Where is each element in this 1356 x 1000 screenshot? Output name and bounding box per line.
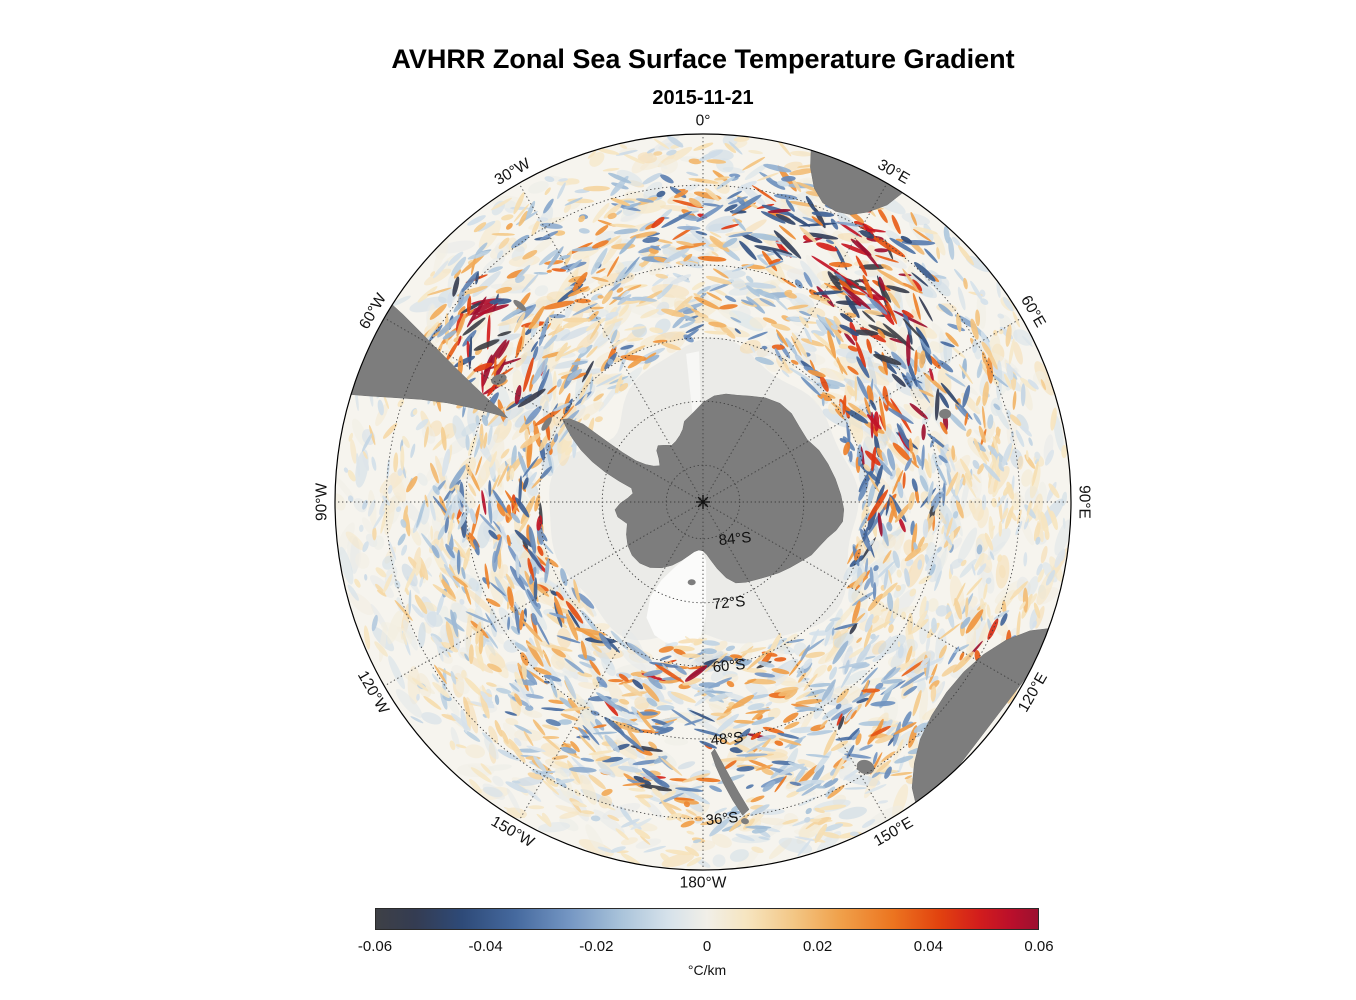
antarctic-polar-map: 0° 30°E 60°E 90°E 120°E 150°E 180°W 150°… bbox=[314, 113, 1093, 892]
colorbar-tick: 0.02 bbox=[803, 938, 833, 955]
parallel-label-60s: 60°S bbox=[712, 656, 746, 676]
new-zealand-south-island bbox=[711, 748, 750, 816]
antarctica-landmass bbox=[562, 393, 845, 584]
colorbar-tick: -0.04 bbox=[468, 938, 503, 955]
south-shetland-islands bbox=[541, 417, 552, 431]
parallel-labels: 84°S 72°S 60°S 48°S 36°S bbox=[705, 529, 752, 829]
ross-sea-white-region bbox=[646, 549, 707, 647]
colorbar-area: -0.06 -0.04 -0.02 0 0.02 0.04 0.06 °C/km bbox=[358, 908, 1054, 988]
kerguelen-island bbox=[939, 408, 952, 419]
ross-island bbox=[687, 579, 696, 586]
colorbar-units-label: °C/km bbox=[687, 962, 727, 978]
colorbar-gradient bbox=[375, 908, 1039, 930]
chart-date-subtitle: 2015-11-21 bbox=[652, 87, 754, 109]
colorbar-tick: 0.04 bbox=[913, 938, 943, 955]
tasmania-island bbox=[856, 759, 875, 775]
colorbar-tick: 0 bbox=[702, 938, 712, 955]
parallel-label-36s: 36°S bbox=[705, 809, 739, 829]
meridian-label-90e: 90°E bbox=[1076, 485, 1093, 519]
colorbar-tick: -0.02 bbox=[579, 938, 614, 955]
map-boundary-circle bbox=[334, 133, 1072, 871]
meridian-label-0: 0° bbox=[696, 113, 711, 130]
graticule bbox=[335, 134, 1071, 870]
parallel-label-48s: 48°S bbox=[710, 729, 744, 749]
chart-title: AVHRR Zonal Sea Surface Temperature Grad… bbox=[391, 44, 1015, 74]
south-georgia-island bbox=[513, 299, 527, 312]
colorbar-tick: -0.06 bbox=[357, 938, 393, 955]
parallel-label-84s: 84°S bbox=[718, 529, 752, 549]
pole-marker bbox=[696, 495, 710, 509]
colorbar-tick: 0.06 bbox=[1024, 938, 1054, 955]
map-content bbox=[335, 134, 1071, 870]
parallel-label-72s: 72°S bbox=[712, 593, 746, 613]
stewart-island bbox=[741, 818, 749, 825]
australia-landmass bbox=[911, 626, 1066, 819]
meridian-label-180w: 180°W bbox=[680, 875, 727, 892]
meridian-label-90w: 90°W bbox=[314, 483, 331, 521]
